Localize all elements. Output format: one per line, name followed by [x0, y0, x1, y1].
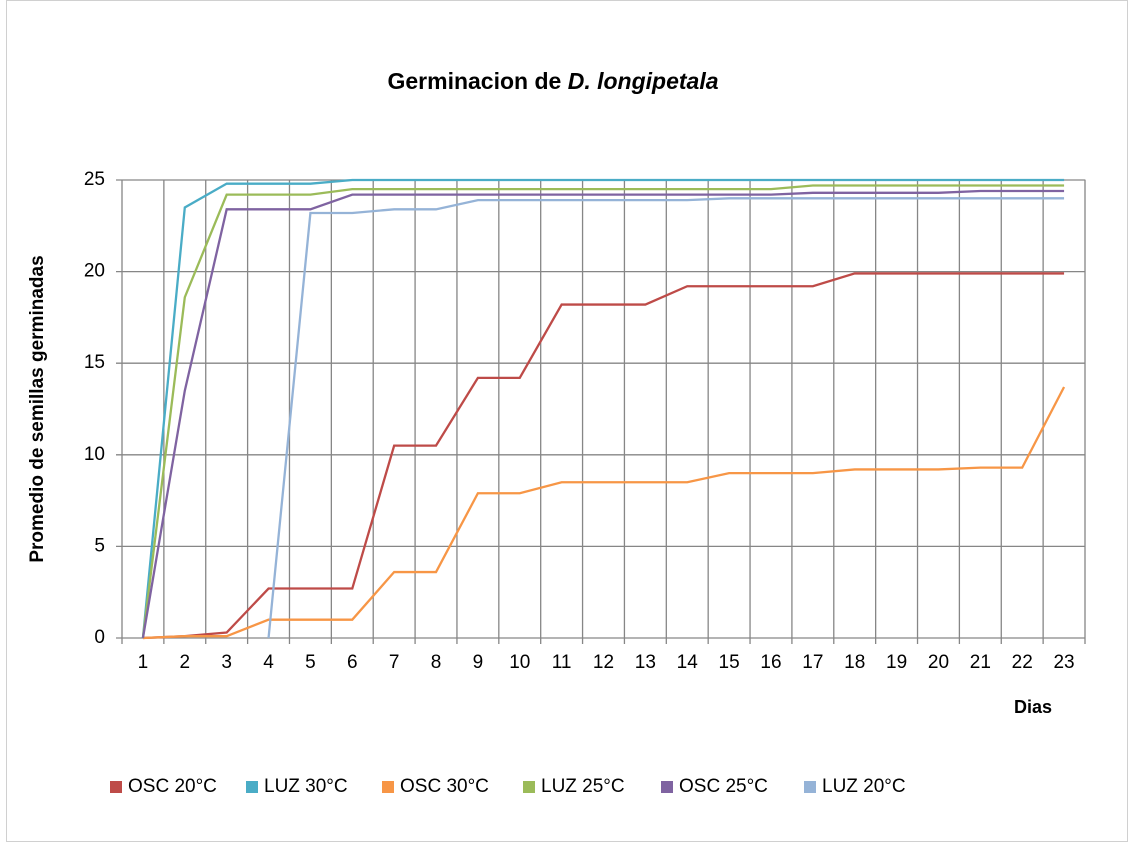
x-tick-label: 19: [886, 652, 907, 673]
y-tick-label: 5: [94, 535, 105, 556]
x-tick-label: 6: [347, 652, 358, 673]
legend-label: LUZ 30°C: [264, 776, 348, 797]
x-tick-label: 9: [473, 652, 484, 673]
title-part: D. longipetala: [568, 68, 719, 94]
x-tick-label: 16: [760, 652, 781, 673]
y-tick-label: 0: [94, 627, 105, 648]
series-line: [141, 184, 1065, 639]
x-tick-label: 5: [305, 652, 316, 673]
y-tick-label: 25: [84, 169, 105, 190]
x-tick-label: 13: [635, 652, 656, 673]
y-axis-label: Promedio de semillas germinadas: [27, 255, 48, 562]
x-tick-label: 4: [263, 652, 274, 673]
legend-label: LUZ 20°C: [822, 776, 906, 797]
y-tick-label: 10: [84, 444, 105, 465]
x-tick-label: 20: [928, 652, 949, 673]
series-line: [142, 386, 1066, 640]
x-tick-label: 10: [509, 652, 530, 673]
x-tick-label: 2: [180, 652, 191, 673]
x-tick-label: 7: [389, 652, 400, 673]
series-line: [141, 178, 1065, 639]
legend-swatch: [661, 781, 673, 793]
title-part: Germinacion de: [387, 68, 561, 94]
x-tick-label: 12: [593, 652, 614, 673]
series-line: [141, 189, 1065, 639]
series-line: [142, 272, 1065, 640]
x-axis-label: Dias: [1014, 697, 1052, 717]
x-tick-label: 8: [431, 652, 442, 673]
y-tick-label: 15: [84, 352, 105, 373]
legend-label: OSC 25°C: [679, 776, 768, 797]
x-tick-label: 15: [719, 652, 740, 673]
chart-border: [6, 0, 1128, 842]
legend-swatch: [804, 781, 816, 793]
x-tick-label: 14: [677, 652, 699, 673]
x-tick-label: 21: [970, 652, 991, 673]
legend-label: OSC 20°C: [128, 776, 217, 797]
legend-label: LUZ 25°C: [541, 776, 625, 797]
legend-label: OSC 30°C: [400, 776, 489, 797]
x-tick-label: 3: [221, 652, 232, 673]
x-tick-label: 22: [1012, 652, 1033, 673]
x-tick-label: 1: [138, 652, 149, 673]
series-line: [267, 197, 1065, 639]
x-tick-label: 17: [802, 652, 823, 673]
legend-swatch: [110, 781, 122, 793]
x-tick-label: 11: [552, 652, 572, 673]
legend-swatch: [523, 781, 535, 793]
x-tick-label: 18: [844, 652, 865, 673]
chart-title: Germinacion de D. longipetala: [387, 68, 718, 94]
y-tick-label: 20: [84, 261, 105, 282]
x-tick-label: 23: [1053, 652, 1074, 673]
legend-swatch: [246, 781, 258, 793]
legend-swatch: [382, 781, 394, 793]
